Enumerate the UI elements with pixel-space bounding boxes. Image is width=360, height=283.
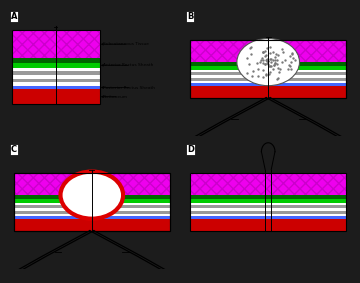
Polygon shape bbox=[190, 214, 346, 216]
Polygon shape bbox=[190, 208, 346, 211]
Polygon shape bbox=[190, 86, 346, 98]
Text: Posterior Rectus Sheath: Posterior Rectus Sheath bbox=[102, 85, 155, 89]
Polygon shape bbox=[14, 205, 170, 208]
Polygon shape bbox=[190, 195, 346, 199]
Polygon shape bbox=[12, 89, 100, 104]
Polygon shape bbox=[190, 70, 346, 72]
Polygon shape bbox=[14, 216, 170, 219]
Circle shape bbox=[60, 171, 123, 219]
Polygon shape bbox=[190, 83, 346, 86]
Polygon shape bbox=[190, 40, 346, 62]
Polygon shape bbox=[14, 214, 170, 216]
Circle shape bbox=[237, 38, 300, 86]
Text: D: D bbox=[187, 145, 194, 154]
Polygon shape bbox=[190, 199, 346, 203]
Polygon shape bbox=[12, 72, 100, 75]
Polygon shape bbox=[12, 58, 100, 63]
Polygon shape bbox=[12, 75, 100, 78]
Polygon shape bbox=[12, 78, 100, 82]
Polygon shape bbox=[14, 208, 170, 211]
Polygon shape bbox=[14, 203, 170, 205]
Polygon shape bbox=[10, 269, 34, 275]
Polygon shape bbox=[14, 199, 170, 203]
Polygon shape bbox=[190, 203, 346, 205]
Polygon shape bbox=[14, 211, 170, 214]
Text: Anterior Rectus Sheath: Anterior Rectus Sheath bbox=[102, 63, 153, 67]
Polygon shape bbox=[190, 216, 346, 219]
Text: B: B bbox=[187, 12, 193, 21]
Polygon shape bbox=[12, 85, 100, 89]
Polygon shape bbox=[12, 68, 100, 72]
Polygon shape bbox=[12, 63, 100, 68]
Text: A: A bbox=[10, 12, 17, 21]
Polygon shape bbox=[190, 72, 346, 75]
Text: Peritoneum: Peritoneum bbox=[102, 95, 128, 99]
Polygon shape bbox=[14, 173, 170, 195]
Polygon shape bbox=[190, 173, 346, 195]
Text: C: C bbox=[10, 145, 17, 154]
Polygon shape bbox=[190, 75, 346, 78]
Polygon shape bbox=[190, 205, 346, 208]
Polygon shape bbox=[190, 81, 346, 83]
Polygon shape bbox=[190, 66, 346, 70]
Polygon shape bbox=[190, 211, 346, 214]
Polygon shape bbox=[14, 195, 170, 199]
Polygon shape bbox=[14, 219, 170, 231]
Polygon shape bbox=[12, 82, 100, 85]
Polygon shape bbox=[190, 219, 346, 231]
Polygon shape bbox=[190, 78, 346, 81]
Text: Subcutaneous Tissue: Subcutaneous Tissue bbox=[102, 42, 149, 46]
Polygon shape bbox=[190, 62, 346, 66]
Polygon shape bbox=[12, 30, 100, 58]
Polygon shape bbox=[149, 269, 173, 275]
Polygon shape bbox=[326, 136, 350, 142]
Polygon shape bbox=[187, 136, 211, 142]
